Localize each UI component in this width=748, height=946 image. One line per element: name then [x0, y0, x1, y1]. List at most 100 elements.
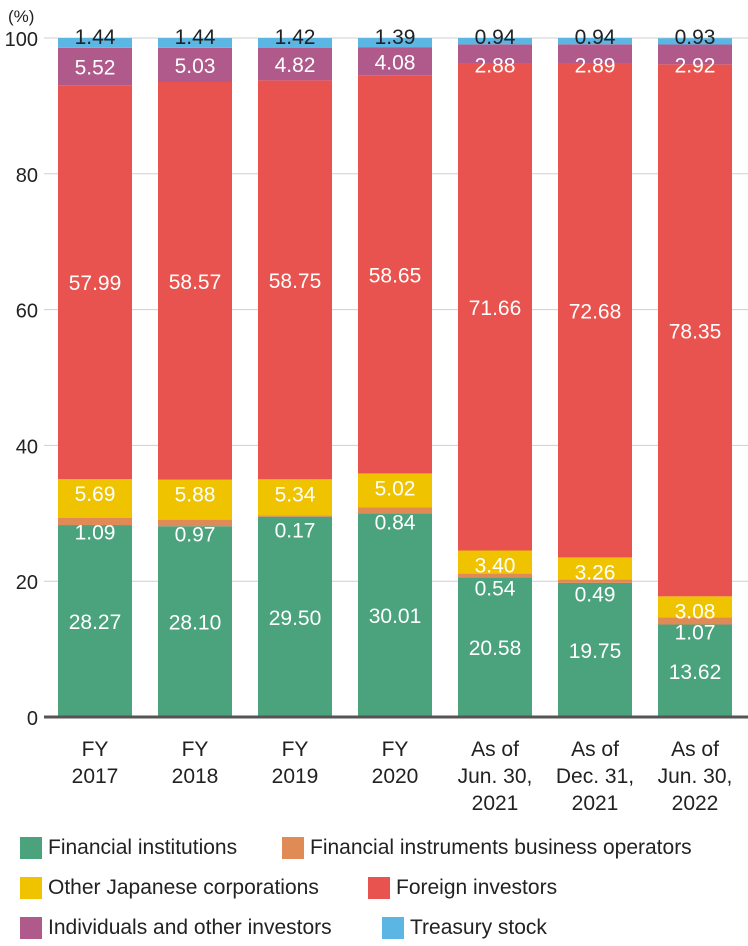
y-tick-label: 20: [16, 572, 38, 594]
bar-segment: [158, 81, 232, 480]
bar-segment: [558, 557, 632, 580]
bar-segment: [158, 47, 232, 82]
bar-segment: [358, 507, 432, 514]
bar-segment: [158, 526, 232, 717]
data-label: 3.40: [475, 555, 516, 578]
legend-item: Other Japanese corporations: [20, 876, 319, 900]
x-tick-label: 2020: [372, 765, 419, 788]
bar-segment: [258, 80, 332, 480]
y-tick-label: 60: [16, 301, 38, 323]
bar-segment: [358, 47, 432, 76]
data-label: 3.08: [675, 600, 716, 623]
bar-segment: [158, 38, 232, 48]
data-label: 5.88: [175, 484, 216, 507]
data-label: 0.49: [575, 584, 616, 607]
x-tick-label: 2019: [272, 765, 319, 788]
x-tick-label: 2021: [472, 792, 519, 815]
data-label: 0.94: [575, 26, 616, 49]
data-label: 1.39: [375, 26, 416, 49]
legend-swatch: [382, 917, 404, 939]
data-label: 57.99: [69, 272, 122, 295]
data-label: 28.10: [169, 612, 222, 635]
bar-segment: [458, 38, 532, 45]
bar-segment: [458, 550, 532, 574]
bar-segment: [58, 47, 132, 86]
legend-label: Individuals and other investors: [48, 916, 332, 939]
legend-item: Individuals and other investors: [20, 916, 332, 940]
data-label: 0.17: [275, 520, 316, 543]
bar-segment: [158, 519, 232, 527]
x-tick-label: Jun. 30,: [658, 765, 733, 788]
legend-label: Financial instruments business operators: [310, 836, 692, 859]
legend-swatch: [20, 837, 42, 859]
data-label: 1.07: [675, 621, 716, 644]
x-tick-label: FY: [282, 738, 309, 761]
x-tick-label: 2018: [172, 765, 219, 788]
bar-segment: [58, 517, 132, 526]
bar-segment: [658, 624, 732, 717]
x-tick-label: FY: [182, 738, 209, 761]
data-label: 1.44: [75, 26, 116, 49]
x-tick-label: FY: [82, 738, 109, 761]
x-tick-label: 2021: [572, 792, 619, 815]
bar-segment: [458, 63, 532, 551]
data-label: 2.89: [575, 54, 616, 77]
bar-segment: [558, 579, 632, 583]
x-tick-label: FY: [382, 738, 409, 761]
x-tick-label: As of: [571, 738, 619, 761]
data-label: 2.92: [675, 55, 716, 78]
data-label: 4.82: [275, 54, 316, 77]
data-label: 29.50: [269, 607, 322, 630]
legend-label: Treasury stock: [410, 916, 547, 939]
data-label: 1.42: [275, 26, 316, 49]
bar-segment: [358, 513, 432, 717]
x-tick-label: 2022: [672, 792, 719, 815]
x-tick-label: Dec. 31,: [556, 765, 634, 788]
bar-segment: [558, 63, 632, 558]
bar-segment: [558, 44, 632, 64]
bar-segment: [258, 479, 332, 516]
bar-segment: [58, 85, 132, 480]
legend-item: Financial instruments business operators: [282, 836, 692, 860]
data-label: 1.44: [175, 26, 216, 49]
data-label: 28.27: [69, 611, 122, 634]
bar-segment: [658, 44, 732, 65]
bar-segment: [258, 516, 332, 717]
bar-segment: [358, 473, 432, 508]
data-label: 19.75: [569, 640, 622, 663]
bar-segment: [258, 515, 332, 517]
legend-label: Financial institutions: [48, 836, 238, 859]
bar-segment: [458, 44, 532, 64]
data-label: 5.69: [75, 483, 116, 506]
y-tick-label: 100: [5, 29, 38, 51]
data-label: 71.66: [469, 297, 522, 320]
data-label: 58.75: [269, 270, 322, 293]
data-label: 72.68: [569, 301, 622, 324]
x-tick-label: As of: [471, 738, 519, 761]
data-label: 58.57: [169, 271, 222, 294]
legend-label: Other Japanese corporations: [48, 876, 319, 899]
bar-segment: [358, 75, 432, 474]
bar-segment: [458, 577, 532, 717]
data-label: 30.01: [369, 605, 422, 628]
legend-swatch: [282, 837, 304, 859]
bar-segment: [58, 525, 132, 717]
bar-segment: [258, 47, 332, 81]
y-tick-label: 40: [16, 436, 38, 458]
legend-swatch: [20, 877, 42, 899]
data-label: 20.58: [469, 637, 522, 660]
bar-segment: [658, 38, 732, 45]
bar-segment: [158, 479, 232, 520]
data-label: 58.65: [369, 264, 422, 287]
legend-label: Foreign investors: [396, 876, 558, 899]
bar-segment: [658, 596, 732, 618]
data-label: 1.09: [75, 522, 116, 545]
legend-item: Financial institutions: [20, 836, 237, 860]
x-tick-label: 2017: [72, 765, 119, 788]
legend-item: Foreign investors: [368, 876, 557, 900]
data-label: 5.03: [175, 55, 216, 78]
legend-item: Treasury stock: [382, 916, 547, 940]
data-label: 5.34: [275, 483, 316, 506]
data-label: 5.52: [75, 57, 116, 80]
data-label: 3.26: [575, 561, 616, 584]
